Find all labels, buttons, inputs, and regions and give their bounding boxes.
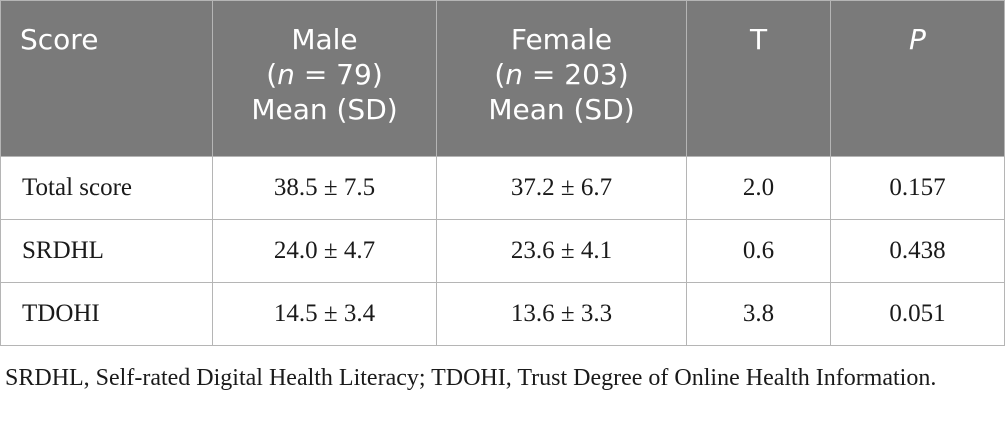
- header-male-n: (n = 79): [266, 58, 383, 91]
- header-female-stat: Mean (SD): [488, 93, 635, 126]
- header-t-label: T: [749, 23, 768, 56]
- header-p-label: P: [909, 23, 926, 56]
- table-row: Total score 38.5 ± 7.5 37.2 ± 6.7 2.0 0.…: [0, 156, 1005, 220]
- cell-t: 2.0: [686, 156, 831, 220]
- cell-score: TDOHI: [0, 282, 213, 346]
- table-row: TDOHI 14.5 ± 3.4 13.6 ± 3.3 3.8 0.051: [0, 282, 1005, 346]
- table-row: SRDHL 24.0 ± 4.7 23.6 ± 4.1 0.6 0.438: [0, 219, 1005, 283]
- cell-t: 0.6: [686, 219, 831, 283]
- header-score-label: Score: [20, 23, 99, 56]
- header-p: P: [830, 0, 1005, 157]
- cell-p: 0.051: [830, 282, 1005, 346]
- cell-female: 13.6 ± 3.3: [436, 282, 687, 346]
- cell-score: Total score: [0, 156, 213, 220]
- cell-t: 3.8: [686, 282, 831, 346]
- header-female-n: (n = 203): [494, 58, 629, 91]
- header-score: Score: [0, 0, 213, 157]
- header-male-stat: Mean (SD): [251, 93, 398, 126]
- cell-female: 23.6 ± 4.1: [436, 219, 687, 283]
- header-female: Female (n = 203) Mean (SD): [436, 0, 687, 157]
- cell-score: SRDHL: [0, 219, 213, 283]
- cell-p: 0.157: [830, 156, 1005, 220]
- header-t: T: [686, 0, 831, 157]
- cell-male: 14.5 ± 3.4: [212, 282, 437, 346]
- score-comparison-table: Score Male (n = 79) Mean (SD) Female (n …: [0, 0, 1005, 346]
- header-male-name: Male: [291, 23, 358, 56]
- header-male: Male (n = 79) Mean (SD): [212, 0, 437, 157]
- cell-p: 0.438: [830, 219, 1005, 283]
- cell-male: 24.0 ± 4.7: [212, 219, 437, 283]
- header-female-name: Female: [510, 23, 613, 56]
- table-footnote: SRDHL, Self-rated Digital Health Literac…: [5, 365, 937, 391]
- header-row: Score Male (n = 79) Mean (SD) Female (n …: [0, 0, 1005, 157]
- cell-female: 37.2 ± 6.7: [436, 156, 687, 220]
- cell-male: 38.5 ± 7.5: [212, 156, 437, 220]
